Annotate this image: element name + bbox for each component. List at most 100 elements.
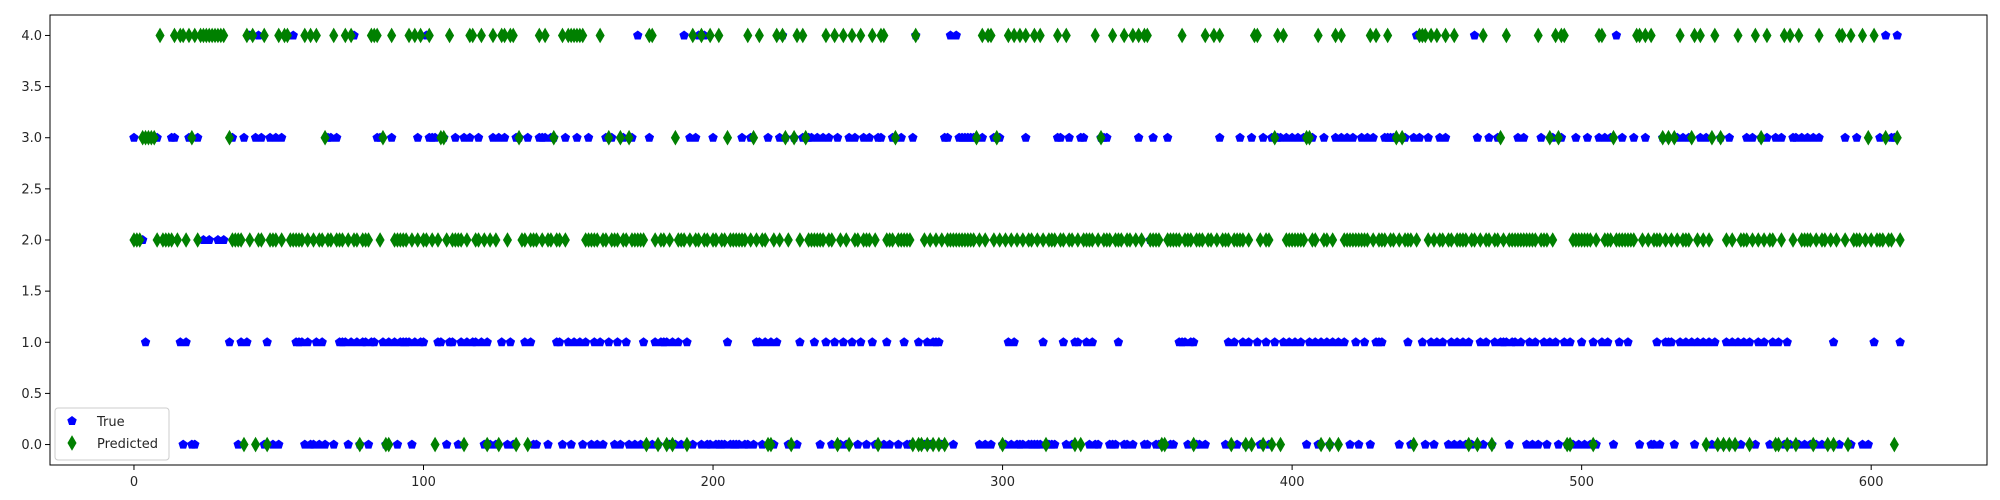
data-point	[1837, 27, 1847, 44]
data-point	[876, 132, 886, 142]
legend-marker-predicted	[67, 435, 77, 451]
data-point	[705, 27, 715, 44]
data-point	[766, 436, 776, 453]
data-point	[1553, 129, 1564, 146]
data-point	[737, 132, 747, 142]
data-point	[647, 27, 657, 44]
data-point	[749, 129, 759, 146]
data-point	[615, 129, 625, 146]
legend-label-predicted: Predicted	[97, 437, 158, 452]
data-point	[1449, 27, 1459, 44]
data-point	[1229, 337, 1239, 347]
data-point	[1840, 132, 1850, 142]
data-point	[219, 27, 229, 44]
data-point	[259, 27, 269, 44]
data-point	[242, 337, 252, 347]
data-point	[1365, 439, 1376, 449]
data-point	[1782, 337, 1792, 347]
data-point	[181, 232, 191, 248]
data-point	[1762, 27, 1772, 44]
y-tick-label: 1.5	[21, 285, 42, 300]
data-point	[580, 337, 591, 347]
data-point	[1420, 439, 1431, 449]
data-point	[1076, 436, 1086, 453]
data-point	[1880, 30, 1891, 40]
data-point	[282, 27, 292, 44]
data-point	[1301, 439, 1312, 449]
data-point	[1782, 436, 1792, 453]
data-point	[502, 232, 513, 248]
data-point	[178, 439, 188, 449]
data-point	[1646, 27, 1656, 44]
data-point	[595, 337, 605, 347]
data-point	[1745, 436, 1755, 453]
data-point	[1716, 129, 1726, 146]
data-point	[667, 436, 678, 453]
data-point	[780, 129, 790, 146]
data-point	[1710, 337, 1720, 347]
data-point	[1214, 132, 1225, 142]
data-point	[578, 439, 588, 449]
data-point	[311, 27, 321, 44]
data-point	[1776, 132, 1787, 142]
data-point	[560, 132, 571, 142]
data-point	[998, 436, 1008, 453]
data-point	[604, 337, 614, 347]
data-point	[554, 337, 565, 347]
data-point	[641, 436, 651, 453]
data-point	[224, 129, 235, 146]
data-point	[1049, 439, 1060, 449]
data-point	[1530, 337, 1541, 347]
data-point	[363, 439, 374, 449]
x-tick-label: 0	[130, 475, 138, 490]
data-point	[688, 27, 698, 44]
data-point	[1189, 436, 1199, 453]
data-point	[673, 337, 684, 347]
data-point	[251, 436, 261, 453]
data-point	[653, 436, 663, 453]
data-point	[1481, 337, 1491, 347]
data-point	[830, 27, 840, 44]
data-point	[1261, 337, 1271, 347]
data-point	[1617, 132, 1627, 142]
data-point	[433, 232, 443, 248]
data-point	[1160, 436, 1170, 453]
data-point	[277, 232, 287, 248]
data-point	[1096, 129, 1106, 146]
data-point	[934, 337, 944, 347]
data-point	[913, 337, 924, 347]
data-point	[1519, 132, 1529, 142]
data-point	[1666, 337, 1677, 347]
data-point	[1892, 129, 1902, 146]
data-point	[1608, 129, 1619, 146]
data-point	[523, 132, 533, 142]
data-point	[543, 439, 553, 449]
data-point	[951, 30, 961, 40]
data-point	[317, 337, 327, 347]
data-point	[624, 129, 634, 146]
data-point	[262, 337, 272, 347]
data-point	[190, 439, 200, 449]
y-axis: 0.0 0.5 1.0 1.5 2.0 2.5 3.0 3.5 4.0	[21, 29, 50, 453]
data-point	[1021, 27, 1031, 44]
data-point	[867, 27, 877, 44]
data-point	[1695, 27, 1705, 44]
data-point	[491, 232, 501, 248]
data-point	[911, 27, 921, 44]
data-point	[841, 232, 851, 248]
data-point	[1831, 232, 1841, 248]
data-point	[329, 439, 339, 449]
data-point	[1724, 132, 1735, 142]
data-point	[1571, 132, 1581, 142]
data-point	[786, 436, 796, 453]
data-point	[566, 439, 576, 449]
data-point	[1501, 27, 1511, 44]
data-point	[893, 439, 904, 449]
data-point	[1403, 337, 1413, 347]
data-point	[1704, 232, 1714, 248]
data-point	[714, 27, 724, 44]
data-point	[1128, 439, 1138, 449]
data-point	[1142, 27, 1152, 44]
data-point	[1093, 439, 1103, 449]
legend: True Predicted	[54, 407, 170, 461]
